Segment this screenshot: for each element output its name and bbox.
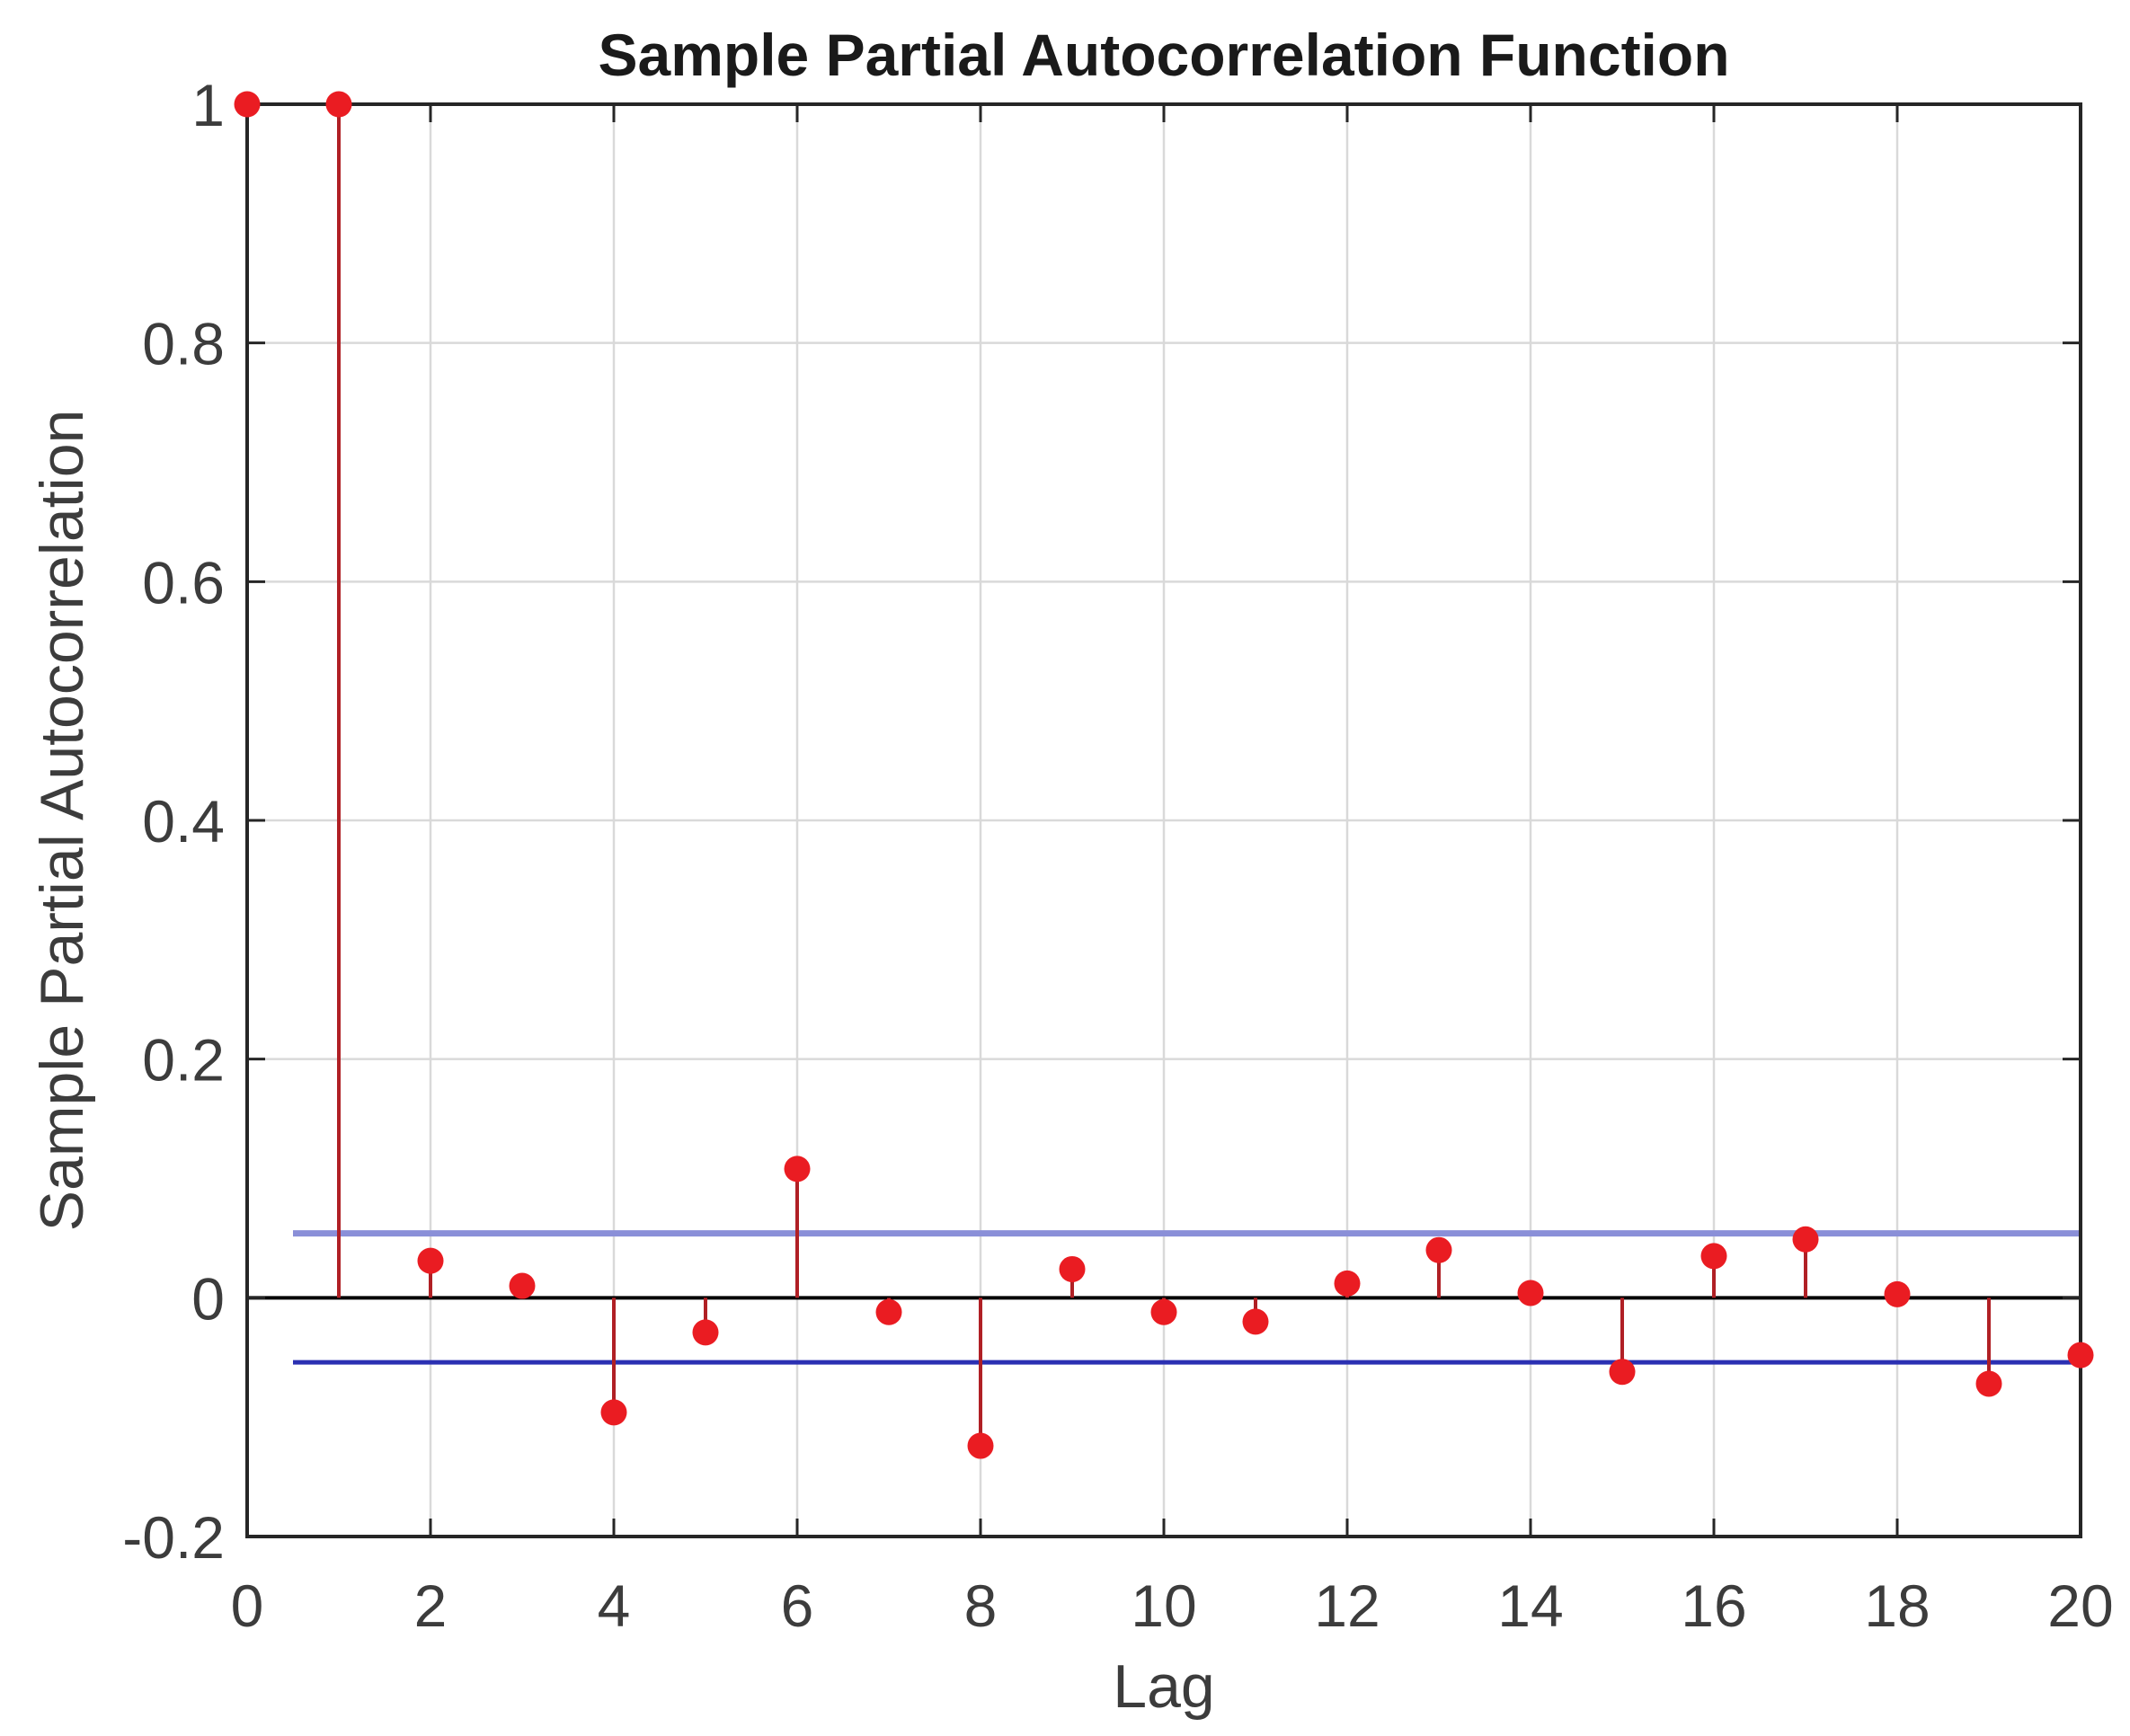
marker-lag-18: [1884, 1280, 1911, 1307]
marker-lag-2: [417, 1247, 444, 1274]
x-tick-label: 0: [231, 1572, 264, 1639]
marker-lag-1: [325, 91, 352, 118]
marker-lag-0: [234, 91, 261, 118]
y-tick-label: 0.8: [142, 311, 225, 377]
y-tick-label: 0.4: [142, 788, 225, 855]
marker-lag-20: [2067, 1342, 2094, 1368]
marker-lag-4: [600, 1399, 627, 1426]
y-tick-label: 0.6: [142, 549, 225, 616]
marker-lag-5: [692, 1319, 719, 1346]
x-tick-label: 8: [964, 1572, 998, 1639]
marker-lag-9: [1059, 1255, 1086, 1282]
tick-labels-layer: 0 2 4 6 8 10 12 14 16 18 20-0.200.20.40.60.81: [122, 72, 2113, 1639]
y-tick-label: -0.2: [122, 1504, 225, 1571]
x-axis-label: Lag: [1113, 1652, 1214, 1721]
chart-title: Sample Partial Autocorrelation Function: [598, 22, 1729, 88]
y-tick-label: 0: [191, 1265, 225, 1332]
x-tick-label: 20: [2047, 1572, 2113, 1639]
x-tick-label: 18: [1864, 1572, 1930, 1639]
marker-lag-12: [1334, 1270, 1361, 1297]
marker-lag-8: [967, 1432, 994, 1459]
confidence-bounds-layer: [293, 1230, 2081, 1365]
marker-lag-17: [1792, 1226, 1819, 1253]
markers-layer: [234, 91, 2094, 1459]
x-tick-label: 4: [598, 1572, 631, 1639]
x-tick-label: 2: [414, 1572, 448, 1639]
marker-lag-10: [1150, 1298, 1177, 1325]
y-tick-label: 1: [191, 72, 225, 138]
x-tick-label: 10: [1131, 1572, 1196, 1639]
x-tick-label: 14: [1497, 1572, 1563, 1639]
marker-lag-14: [1517, 1280, 1544, 1306]
marker-lag-11: [1242, 1308, 1269, 1335]
x-tick-label: 6: [781, 1572, 814, 1639]
x-tick-label: 16: [1681, 1572, 1746, 1639]
x-tick-label: 12: [1314, 1572, 1380, 1639]
y-tick-label: 0.2: [142, 1027, 225, 1094]
y-axis-label: Sample Partial Autocorrelation: [28, 410, 96, 1232]
marker-lag-16: [1700, 1243, 1727, 1270]
marker-lag-6: [784, 1156, 811, 1182]
marker-lag-15: [1609, 1359, 1636, 1386]
marker-lag-3: [509, 1272, 536, 1299]
marker-lag-7: [875, 1298, 902, 1325]
marker-lag-19: [1975, 1370, 2002, 1397]
marker-lag-13: [1425, 1236, 1452, 1263]
